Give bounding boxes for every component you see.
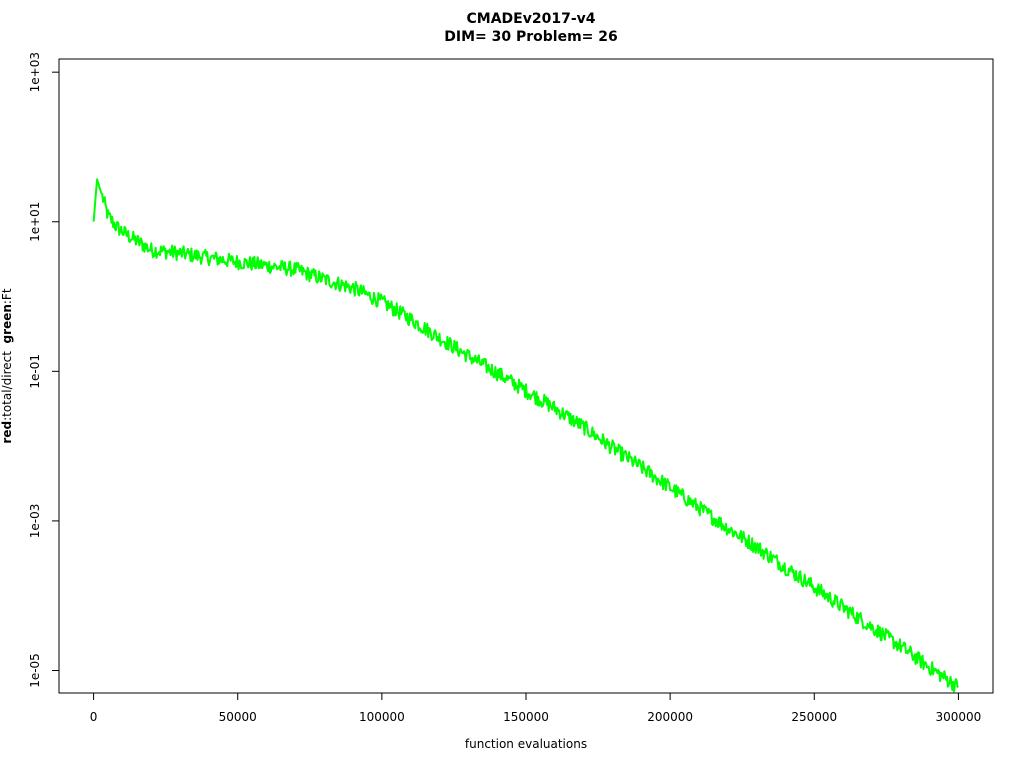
x-tick-label: 300000 <box>936 710 982 724</box>
series-line-ft <box>92 178 959 693</box>
y-tick-label: 1e-01 <box>28 354 42 389</box>
x-tick-label: 250000 <box>791 710 837 724</box>
x-tick-label: 50000 <box>219 710 257 724</box>
y-axis: 1e+03 1e+01 1e-01 1e-03 1e-05 <box>28 52 60 688</box>
x-axis: 0 50000 100000 150000 200000 250000 300000 <box>90 692 982 724</box>
y-axis-label-part: green <box>0 304 14 344</box>
y-tick-label: 1e+03 <box>28 52 42 92</box>
x-tick-label: 150000 <box>503 710 549 724</box>
series-layer <box>92 178 959 693</box>
y-axis-label-part: red <box>0 420 14 444</box>
y-tick-label: 1e-03 <box>28 504 42 539</box>
chart-subtitle: DIM= 30 Problem= 26 <box>444 29 618 45</box>
y-axis-label-part: :total/direct <box>0 343 14 421</box>
plot-frame <box>58 58 994 694</box>
y-tick-label: 1e-05 <box>28 653 42 688</box>
x-tick-label: 100000 <box>359 710 405 724</box>
x-tick-label: 0 <box>90 710 98 724</box>
chart-title: CMADEv2017-v4 <box>466 11 596 27</box>
x-tick-label: 200000 <box>647 710 693 724</box>
y-axis-label-part: :Ft <box>0 288 14 305</box>
x-axis-label: function evaluations <box>464 737 588 751</box>
y-axis-label: red:total/direct green:Ft <box>0 266 16 466</box>
y-tick-label: 1e+01 <box>28 202 42 242</box>
